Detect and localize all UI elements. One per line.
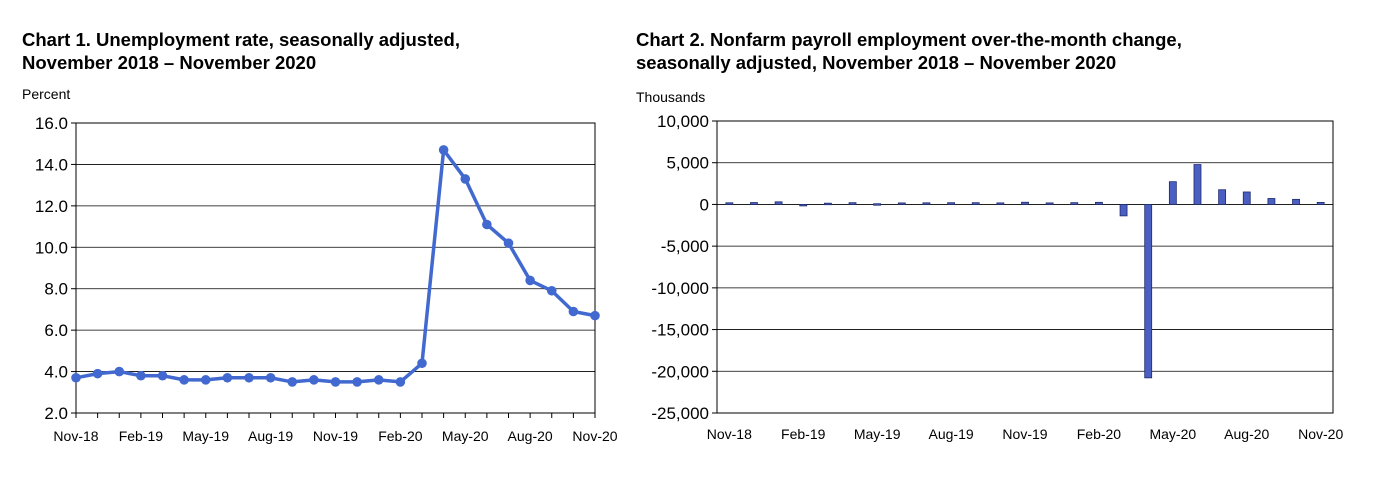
chart1-data-point [71, 372, 81, 383]
payroll-bar-chart: 10,000 5,000 0 -5,000 -10,000 -15,000 -20,000 -… [651, 112, 1343, 442]
chart2-bar [1218, 189, 1227, 205]
chart1-xtick-label: Nov-18 [53, 428, 98, 444]
chart1-ytick-label: 2.0 [44, 404, 68, 423]
chart2-bar [947, 202, 955, 205]
unemployment-line-chart: 16.0 14.0 12.0 10.0 8.0 6.0 4.0 2.0 Nov-18 Feb-19… [35, 114, 618, 444]
chart2-ytick-label: 10,000 [657, 112, 709, 131]
chart2-bar [725, 202, 734, 205]
chart1-data-point [309, 375, 319, 385]
chart2-title: Chart 2. Nonfarm payroll employment over… [636, 28, 1182, 74]
chart2-ytick-label: -10,000 [651, 279, 709, 298]
chart1-ytick-label: 14.0 [35, 155, 68, 174]
chart2-bar [848, 202, 857, 205]
chart2-ylabel: Thousands [636, 89, 706, 105]
chart2-bar [996, 202, 1005, 205]
chart1-data-point [200, 375, 211, 385]
chart1-ytick-label: 10.0 [35, 238, 68, 257]
chart2-ytick-label: -25,000 [651, 404, 709, 423]
chart2-bar [1267, 198, 1276, 205]
chart2-ytick-label: 0 [700, 195, 709, 214]
chart1-ytick-label: 16.0 [35, 114, 68, 133]
chart1-data-point [503, 238, 514, 248]
chart2-xtick-label: May-19 [854, 426, 901, 442]
chart1-data-point [136, 370, 146, 381]
chart1-xtick-label: Aug-20 [508, 428, 553, 444]
chart2-bar [1070, 202, 1079, 205]
chart2-bar [1193, 164, 1202, 205]
chart1-data-point [352, 377, 362, 387]
chart2-bar [1144, 204, 1153, 379]
chart1-data-point [114, 366, 125, 377]
chart2-bar [1045, 202, 1054, 205]
chart1-data-point [179, 375, 189, 385]
chart1-ylabel: Percent [22, 86, 71, 102]
chart1-xtick-label: Feb-19 [119, 428, 164, 444]
chart2-bar [750, 202, 758, 205]
chart2-xtick-label: Nov-20 [1298, 426, 1343, 442]
chart1-data-point [287, 377, 298, 387]
chart2-bar [971, 202, 980, 205]
chart1-data-point [482, 219, 492, 230]
chart1-data-point [157, 370, 168, 381]
chart1-data-point [438, 145, 449, 155]
chart2-bar [897, 202, 906, 205]
chart1-xtick-label: Nov-20 [572, 428, 617, 444]
chart1-ytick-label: 12.0 [35, 197, 68, 216]
chart2-bar [799, 204, 808, 207]
chart2-xtick-label: Aug-20 [1224, 426, 1269, 442]
chart2-plot-frame [716, 120, 1334, 414]
chart2-bar [1316, 201, 1325, 205]
chart2-xtick-label: Aug-19 [929, 426, 974, 442]
chart1-data-point [395, 377, 406, 387]
chart2-title-line2: seasonally adjusted, November 2018 – Nov… [636, 52, 1117, 73]
chart2-bar [1168, 181, 1177, 205]
chart1-ytick-label: 6.0 [44, 321, 68, 340]
chart1-data-point [546, 285, 557, 296]
chart2-bar [823, 202, 832, 206]
chart1-data-point [373, 375, 384, 385]
chart2-title-line1: Chart 2. Nonfarm payroll employment over… [636, 29, 1182, 50]
chart2-ytick-label: 5,000 [666, 154, 709, 173]
chart1-data-point [330, 377, 341, 387]
chart2-bar [774, 201, 783, 205]
chart1-data-point [92, 368, 103, 379]
chart2-xtick-label: May-20 [1149, 426, 1196, 442]
chart1-data-point [590, 310, 600, 321]
chart1-title: Chart 1. Unemployment rate, seasonally a… [22, 28, 460, 74]
chart1-data-point [265, 372, 276, 383]
chart2-xtick-label: Feb-19 [781, 426, 826, 442]
chart1-ytick-label: 4.0 [44, 363, 68, 382]
chart1-xtick-label: Nov-19 [313, 428, 358, 444]
chart2-bar [1292, 198, 1300, 205]
chart1-xtick-label: Feb-20 [378, 428, 423, 444]
chart2-ytick-label: -20,000 [651, 362, 709, 381]
chart2-bar [922, 202, 931, 205]
chart1-data-point [568, 306, 579, 317]
chart2-bar [1119, 204, 1128, 217]
chart2-xtick-label: Nov-19 [1002, 426, 1047, 442]
chart1-title-line1: Chart 1. Unemployment rate, seasonally a… [22, 29, 460, 50]
chart1-xtick-label: May-19 [182, 428, 229, 444]
chart2-bar [873, 203, 882, 206]
chart1-data-point [417, 358, 427, 369]
chart1-plot-frame [75, 122, 596, 414]
chart2-xtick-label: Nov-18 [707, 426, 752, 442]
chart2-ytick-label: -15,000 [651, 321, 709, 340]
chart2-ytick-label: -5,000 [661, 237, 709, 256]
chart1-title-line2: November 2018 – November 2020 [22, 52, 317, 73]
chart1-xtick-label: Aug-19 [248, 428, 293, 444]
chart2-bar [1095, 201, 1103, 205]
chart2-xtick-label: Feb-20 [1077, 426, 1122, 442]
chart1-data-point [222, 372, 233, 383]
chart2-bar [1242, 191, 1251, 205]
chart1-data-point [525, 275, 535, 286]
chart1-xtick-label: May-20 [442, 428, 489, 444]
chart1-data-point [244, 372, 254, 383]
chart2-bar [1021, 201, 1029, 205]
chart1-data-point [460, 174, 471, 184]
chart1-ytick-label: 8.0 [44, 280, 68, 299]
